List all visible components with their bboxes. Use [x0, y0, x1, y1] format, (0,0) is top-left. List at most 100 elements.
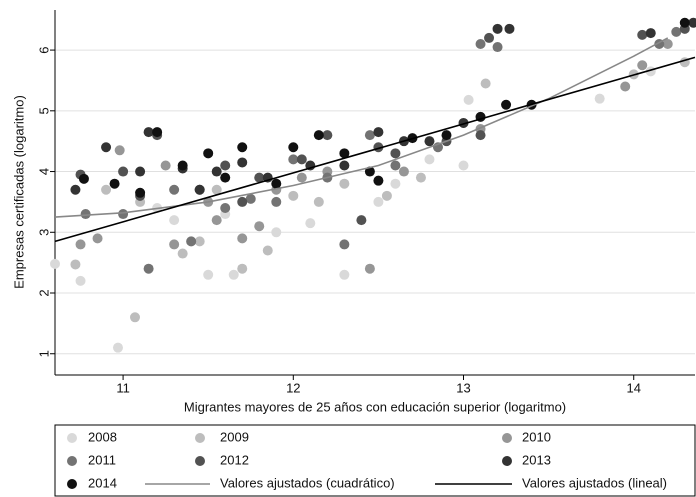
point	[339, 178, 350, 189]
legend-marker	[67, 433, 77, 443]
legend-marker	[67, 456, 77, 466]
point	[80, 209, 91, 220]
point	[339, 269, 350, 280]
legend-marker	[195, 433, 205, 443]
point	[194, 236, 205, 247]
point	[177, 160, 188, 171]
point	[688, 17, 696, 28]
legend-label: 2012	[220, 452, 249, 467]
point	[390, 178, 401, 189]
point	[373, 196, 384, 207]
point	[143, 127, 154, 138]
point	[211, 184, 222, 195]
point	[458, 160, 469, 171]
point	[130, 312, 140, 323]
point	[237, 157, 248, 168]
legend-label: 2013	[522, 452, 551, 467]
fit-line	[54, 56, 696, 243]
y-tick-label: 1	[36, 350, 51, 357]
point	[620, 81, 631, 92]
point	[70, 184, 81, 195]
legend-label: 2008	[88, 429, 117, 444]
point	[169, 184, 180, 195]
legend-label: Valores ajustados (cuadrático)	[220, 475, 395, 490]
point	[92, 233, 103, 244]
legend-marker	[502, 456, 512, 466]
point	[296, 172, 307, 183]
point	[424, 154, 435, 165]
point	[288, 190, 299, 201]
point	[112, 342, 123, 353]
point	[101, 184, 112, 195]
legend-marker	[195, 456, 205, 466]
point	[356, 215, 367, 226]
point	[637, 60, 648, 71]
point	[364, 166, 375, 177]
y-tick-label: 2	[36, 289, 51, 296]
point	[245, 193, 256, 204]
point	[118, 166, 129, 177]
point	[339, 239, 350, 250]
point	[220, 160, 231, 171]
point	[594, 93, 605, 104]
point	[645, 28, 656, 39]
point	[288, 154, 299, 165]
point	[203, 269, 214, 280]
x-tick-label: 12	[286, 380, 300, 395]
x-tick-label: 13	[456, 380, 470, 395]
point	[237, 263, 248, 274]
point	[220, 172, 231, 183]
point	[109, 178, 120, 189]
point	[70, 259, 81, 270]
point	[364, 263, 375, 274]
point	[441, 130, 452, 141]
point	[475, 130, 486, 141]
point	[143, 263, 154, 274]
point	[262, 245, 273, 256]
point	[475, 39, 486, 50]
point	[662, 39, 673, 50]
point	[78, 173, 89, 184]
point	[415, 172, 426, 183]
x-tick-label: 11	[116, 380, 130, 395]
point	[203, 148, 214, 159]
point	[305, 218, 316, 229]
point	[484, 32, 495, 43]
x-axis-label: Migrantes mayores de 25 años con educaci…	[184, 399, 566, 414]
point	[169, 239, 180, 250]
point	[339, 160, 350, 171]
point	[237, 233, 248, 244]
point	[152, 127, 163, 138]
y-axis-label: Empresas certificadas (logaritmo)	[11, 95, 26, 289]
legend-label: 2014	[88, 475, 117, 490]
point	[492, 23, 503, 34]
y-tick-label: 3	[36, 229, 51, 236]
point	[679, 17, 690, 28]
point	[501, 99, 512, 110]
legend-label: 2009	[220, 429, 249, 444]
point	[220, 202, 231, 213]
point	[237, 142, 248, 153]
legend-marker	[67, 479, 77, 489]
point	[254, 172, 265, 183]
point	[271, 196, 282, 207]
point	[373, 175, 384, 186]
point	[381, 190, 392, 201]
point	[75, 239, 86, 250]
point	[194, 184, 205, 195]
point	[390, 160, 401, 171]
legend-label: Valores ajustados (lineal)	[522, 475, 667, 490]
legend-marker	[502, 433, 512, 443]
point	[313, 130, 324, 141]
point	[50, 258, 60, 269]
x-tick-label: 14	[626, 380, 640, 395]
point	[101, 142, 112, 153]
point	[271, 227, 282, 238]
y-tick-label: 5	[36, 107, 51, 114]
legend-label: 2011	[88, 452, 116, 467]
point	[177, 248, 188, 259]
point	[339, 148, 350, 159]
point	[671, 26, 682, 37]
point	[504, 23, 515, 34]
